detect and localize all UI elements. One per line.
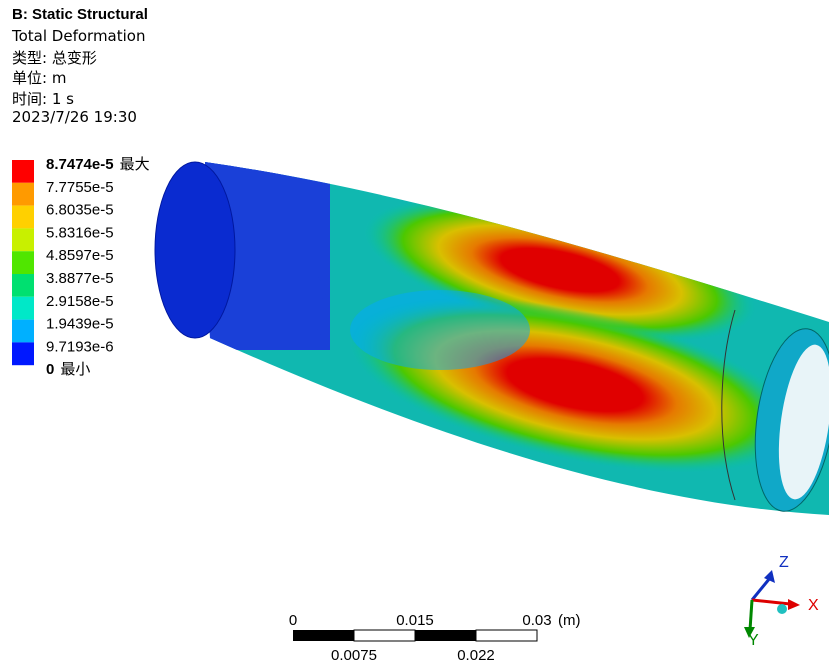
scale-label: 0 (289, 612, 297, 629)
scale-label: 0.015 (396, 612, 434, 629)
legend-label: 3.8877e-5 (46, 270, 114, 287)
legend-tag: 最小 (60, 361, 90, 378)
legend: 8.7474e-5 最大 7.7755e-5 6.8035e-5 5.8316e-5 4.… (12, 156, 150, 378)
legend-label: 0 (46, 361, 54, 378)
scale-label: 0.0075 (331, 647, 377, 664)
legend-tag: 最大 (120, 156, 150, 173)
legend-label: 5.8316e-5 (46, 224, 114, 241)
legend-label: 6.8035e-5 (46, 202, 114, 219)
legend-swatch (12, 342, 34, 365)
legend-swatch (12, 228, 34, 251)
legend-swatch (12, 274, 34, 297)
legend-label: 4.8597e-5 (46, 247, 114, 264)
legend-label: 9.7193e-6 (46, 338, 114, 355)
axis-triad: Z X Y (744, 554, 819, 649)
header-line: 时间: 1 s (12, 88, 74, 109)
tube-model (155, 150, 829, 516)
axis-label: Y (748, 632, 759, 649)
axis-label: Z (779, 554, 789, 571)
scale-label: 0.022 (457, 647, 495, 664)
header-line: 类型: 总变形 (12, 47, 97, 68)
viewport: 0 0.015 0.03 (m) 0.0075 0.022 Z X Y 8.74… (0, 0, 829, 665)
header-line: 2023/7/26 19:30 (12, 108, 137, 126)
legend-swatch (12, 160, 34, 183)
legend-label: 8.7474e-5 (46, 156, 114, 173)
legend-label: 1.9439e-5 (46, 316, 114, 333)
legend-swatch (12, 297, 34, 320)
legend-swatch (12, 206, 34, 229)
legend-label: 7.7755e-5 (46, 179, 114, 196)
legend-swatch (12, 320, 34, 343)
header-line: 单位: m (12, 67, 66, 88)
title: B: Static Structural (12, 6, 148, 23)
scale-label: 0.03 (522, 612, 551, 629)
axis-label: X (808, 597, 819, 614)
header-line: Total Deformation (12, 27, 145, 45)
legend-swatch (12, 183, 34, 206)
scale-bar: 0 0.015 0.03 (m) 0.0075 0.022 (289, 612, 581, 664)
legend-label: 2.9158e-5 (46, 293, 114, 310)
legend-swatch (12, 251, 34, 274)
scale-unit: (m) (558, 612, 581, 629)
model-view: 0 0.015 0.03 (m) 0.0075 0.022 Z X Y 8.74… (0, 0, 829, 665)
